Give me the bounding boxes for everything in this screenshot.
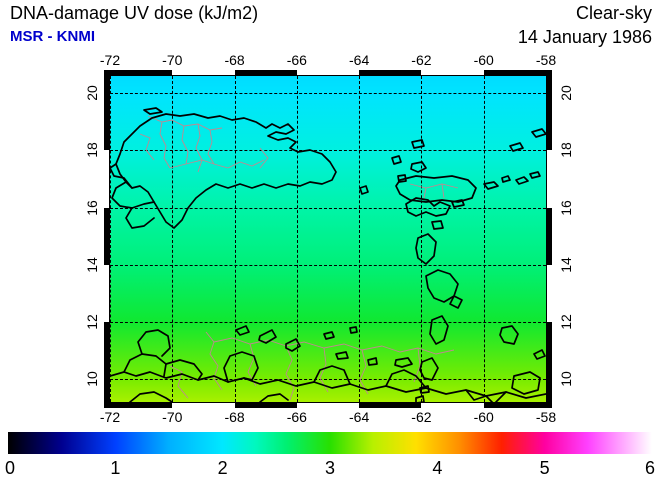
x-tick-label-top: -58 [535,52,557,68]
frame-tick-segment [547,321,552,380]
data-source-label: MSR - KNMI [10,28,95,45]
frame-tick-segment [483,403,546,408]
gridline-parallel [110,264,546,266]
frame-bar [104,402,552,408]
frame-tick-segment [547,379,552,408]
map-frame [104,70,552,408]
frame-tick-segment [110,70,173,75]
x-tick-label-bottom: -60 [473,409,494,425]
map-plot: -72 -70 -68 -66 -64 -62 -60 -58 -72 -70 -68 -66 -64… [0,52,660,425]
chart-header: DNA-damage UV dose (kJ/m2) MSR - KNMI Cl… [0,0,660,52]
x-tick-label-bottom: -70 [162,409,183,425]
gridline-meridian [421,76,423,402]
y-tick-label-left: 20 [84,85,100,101]
colorbar-tick-label: 4 [432,458,443,478]
frame-tick-segment [359,70,422,75]
administrative-borders [139,115,459,401]
condition-label: Clear-sky [575,3,652,23]
frame-tick-segment [104,93,109,151]
uv-dose-field [110,76,546,402]
x-tick-label-bottom: -72 [99,409,121,425]
x-tick-label-bottom: -62 [411,409,432,425]
map-viewport[interactable] [110,76,546,402]
frame-tick-segment [104,70,109,94]
y-tick-label-right: 18 [558,142,574,159]
gridline-parallel [110,207,546,209]
frame-tick-segment [547,70,552,94]
x-tick-label-bottom: -66 [286,409,307,425]
frame-tick-segment [234,70,297,75]
frame-tick-segment [483,70,546,75]
y-tick-label-left: 18 [84,142,100,159]
gridline-meridian [483,76,485,402]
colorbar-tick-label: 0 [4,458,16,478]
frame-bar [109,75,547,76]
frame-tick-segment [547,207,552,265]
x-tick-label-bottom: -64 [349,409,370,425]
frame-tick-segment [104,321,109,380]
x-axis-top-labels: -72 -70 -68 -66 -64 -62 -60 -58 [0,52,660,68]
page-title: DNA-damage UV dose (kJ/m2) [10,3,259,23]
frame-bar [109,75,110,403]
x-tick-label-top: -64 [349,52,370,68]
x-tick-label-top: -70 [162,52,183,68]
x-tick-label-top: -72 [99,52,121,68]
y-tick-label-left: 12 [84,314,100,330]
x-tick-label-top: -68 [224,52,245,68]
frame-tick-segment [110,403,173,408]
gridline-meridian [296,76,298,402]
frame-tick-segment [104,207,109,265]
gridline-meridian [172,76,174,402]
y-tick-label-left: 10 [84,371,100,387]
gridline-parallel [110,150,546,152]
y-tick-label-left: 16 [84,199,100,216]
gridline-meridian [110,76,111,402]
frame-bar [109,402,547,403]
colorbar-tick-label: 3 [324,458,336,478]
gridline-parallel [110,321,546,323]
x-axis-bottom-labels: -72 -70 -68 -66 -64 -62 -60 -58 [0,409,660,425]
frame-tick-segment [234,403,297,408]
y-tick-label-left: 14 [84,256,100,273]
frame-bar [104,70,552,76]
y-tick-label-right: 20 [558,85,574,101]
colorbar-tick-label: 1 [110,458,121,478]
frame-tick-segment [547,93,552,151]
x-tick-label-top: -60 [473,52,494,68]
frame-tick-segment [104,379,109,408]
x-tick-label-bottom: -68 [224,409,245,425]
y-tick-label-right: 10 [558,371,574,387]
colorbar-tick-label: 6 [644,458,656,478]
frame-bar [546,75,547,403]
frame-tick-segment [359,403,422,408]
x-tick-label-top: -66 [286,52,307,68]
gridline-parallel [110,379,546,381]
colorbar-tick-label: 5 [539,458,550,478]
gridline-meridian [359,76,361,402]
y-tick-label-right: 16 [558,199,574,216]
gridline-meridian [234,76,236,402]
colorbar-legend: 0 1 2 3 4 5 6 [0,432,660,480]
x-tick-label-top: -62 [411,52,432,68]
y-tick-label-right: 12 [558,314,574,330]
y-tick-label-right: 14 [558,256,574,273]
colorbar-gradient[interactable] [8,432,652,454]
coastline-overlay [110,107,546,402]
gridline-parallel [110,93,546,95]
x-tick-label-bottom: -58 [535,409,557,425]
date-label: 14 January 1986 [517,27,652,47]
colorbar-tick-label: 2 [217,458,228,478]
coastlines [110,107,546,402]
